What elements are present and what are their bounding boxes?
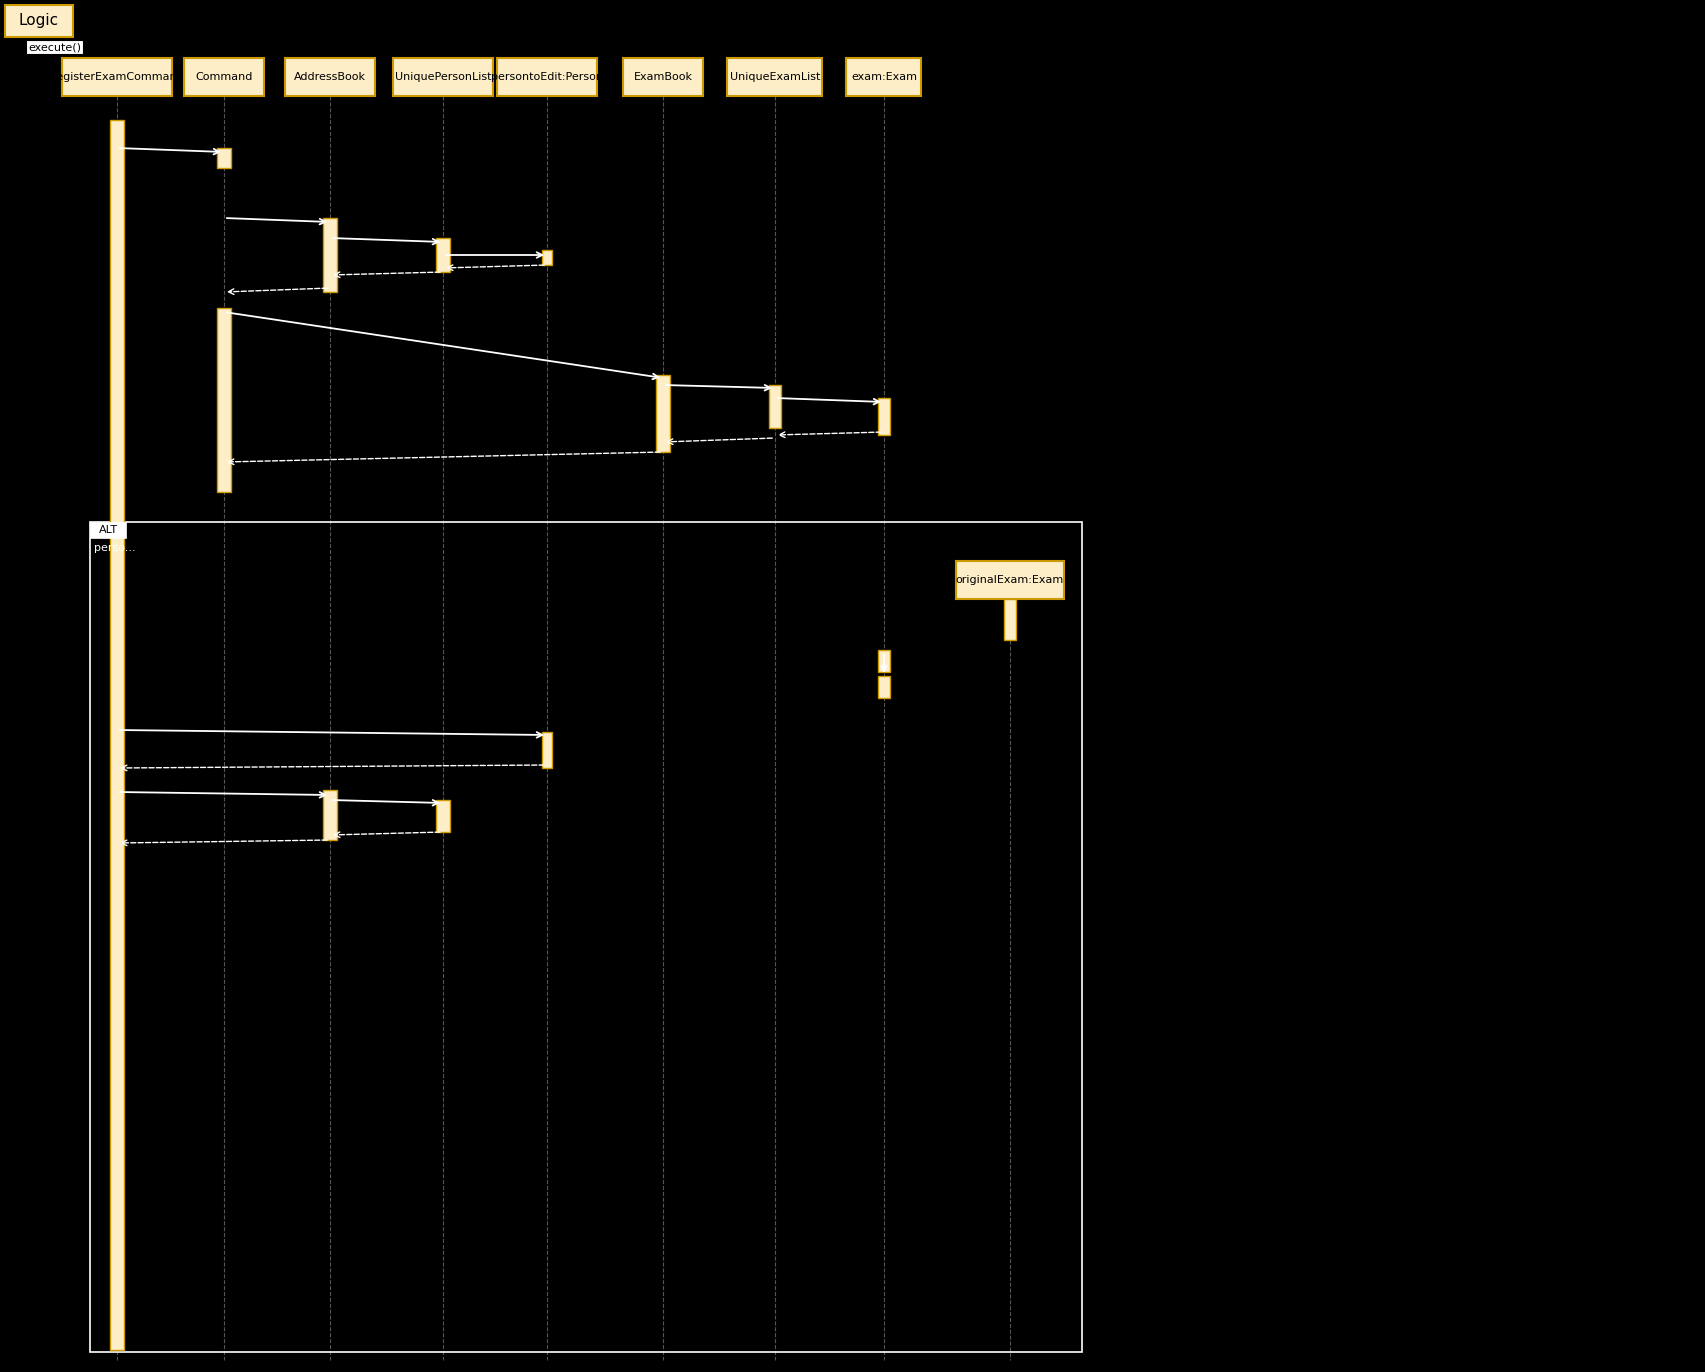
Bar [392,58,493,96]
Bar [496,58,597,96]
Text: ALT: ALT [99,525,118,535]
Text: AddressBook: AddressBook [293,71,367,82]
Bar [61,58,172,96]
Bar [846,58,921,96]
Bar [542,250,552,265]
Text: RegisterExamCommand: RegisterExamCommand [49,71,184,82]
Text: execute(): execute() [27,43,80,52]
Bar [184,58,264,96]
Bar [436,237,450,272]
Bar [5,5,73,37]
Text: exam:Exam: exam:Exam [851,71,917,82]
Text: perso...: perso... [94,543,135,553]
Bar [322,218,338,292]
Text: Logic: Logic [19,14,60,29]
Text: Command: Command [194,71,252,82]
Bar [217,148,230,167]
Bar [217,307,230,493]
Text: persontoEdit:Person: persontoEdit:Person [491,71,602,82]
Bar [542,733,552,768]
Text: UniquePersonList: UniquePersonList [394,71,491,82]
Bar [878,650,890,672]
Bar [285,58,375,96]
Bar [726,58,822,96]
Bar [90,521,1081,1351]
Bar [109,119,124,1350]
Bar [769,386,781,428]
Text: UniqueExamList: UniqueExamList [730,71,820,82]
Bar [878,676,890,698]
Bar [622,58,702,96]
Bar [955,561,1064,600]
Bar [322,790,338,840]
Bar [1004,600,1016,639]
Bar [90,521,126,538]
Bar [656,375,670,451]
Text: ExamBook: ExamBook [633,71,692,82]
Text: originalExam:Exam: originalExam:Exam [955,575,1064,584]
Bar [878,398,890,435]
Bar [436,800,450,831]
